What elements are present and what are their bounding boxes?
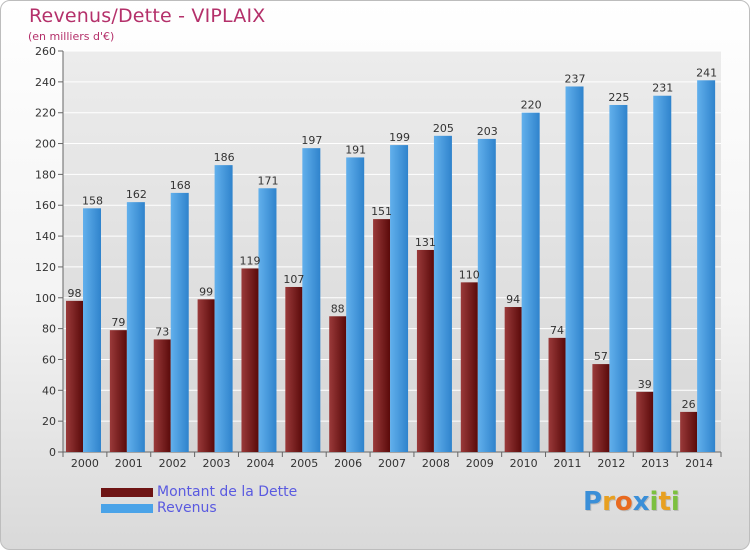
bar-revenus bbox=[170, 192, 189, 452]
data-label-revenus: 162 bbox=[126, 188, 147, 201]
data-label-dette: 88 bbox=[331, 302, 345, 315]
bar-dette bbox=[680, 411, 698, 452]
x-tick-label: 2005 bbox=[290, 457, 318, 470]
x-tick-label: 2009 bbox=[466, 457, 494, 470]
data-label-revenus: 191 bbox=[345, 143, 366, 156]
x-tick-label: 2001 bbox=[115, 457, 143, 470]
bar-dette bbox=[636, 391, 654, 452]
data-label-dette: 74 bbox=[550, 324, 564, 337]
data-label-dette: 79 bbox=[111, 316, 125, 329]
data-label-dette: 99 bbox=[199, 285, 213, 298]
x-tick-label: 2010 bbox=[510, 457, 538, 470]
y-tick-label: 80 bbox=[42, 323, 56, 336]
bar-dette bbox=[548, 337, 566, 452]
bar-revenus bbox=[477, 138, 496, 452]
bar-dette bbox=[592, 364, 610, 452]
bar-dette bbox=[416, 249, 434, 452]
bar-dette bbox=[109, 330, 127, 452]
data-label-revenus: 203 bbox=[477, 125, 498, 138]
bar-dette bbox=[197, 299, 215, 452]
chart-title: Revenus/Dette - VIPLAIX bbox=[29, 5, 266, 27]
data-label-revenus: 171 bbox=[257, 174, 278, 187]
proxiti-logo: Proxiti bbox=[583, 487, 680, 517]
bar-dette bbox=[285, 286, 303, 452]
x-tick-label: 2003 bbox=[203, 457, 231, 470]
bar-dette bbox=[460, 282, 478, 452]
bar-dette bbox=[329, 316, 347, 452]
y-tick-label: 20 bbox=[42, 415, 56, 428]
data-label-revenus: 225 bbox=[608, 91, 629, 104]
bar-dette bbox=[504, 307, 522, 452]
x-tick-label: 2014 bbox=[685, 457, 713, 470]
data-label-dette: 39 bbox=[638, 378, 652, 391]
data-label-revenus: 220 bbox=[521, 99, 542, 112]
data-label-dette: 119 bbox=[239, 254, 260, 267]
bar-revenus bbox=[697, 80, 716, 453]
bar-revenus bbox=[126, 202, 145, 452]
bar-revenus bbox=[390, 145, 409, 453]
data-label-dette: 107 bbox=[283, 273, 304, 286]
y-tick-label: 140 bbox=[35, 230, 56, 243]
y-tick-label: 100 bbox=[35, 292, 56, 305]
x-tick-label: 2007 bbox=[378, 457, 406, 470]
x-tick-label: 2002 bbox=[159, 457, 187, 470]
bar-revenus bbox=[258, 188, 277, 452]
y-tick-label: 240 bbox=[35, 76, 56, 89]
bar-revenus bbox=[214, 165, 233, 452]
data-label-revenus: 168 bbox=[170, 179, 191, 192]
legend-swatch-dette bbox=[101, 488, 153, 497]
y-tick-label: 200 bbox=[35, 138, 56, 151]
data-label-revenus: 197 bbox=[301, 134, 322, 147]
data-label-revenus: 186 bbox=[214, 151, 235, 164]
data-label-dette: 131 bbox=[415, 236, 436, 249]
bar-revenus bbox=[565, 86, 584, 452]
x-tick-label: 2004 bbox=[246, 457, 274, 470]
x-tick-label: 2012 bbox=[597, 457, 625, 470]
data-label-revenus: 241 bbox=[696, 66, 717, 79]
bar-revenus bbox=[653, 95, 672, 452]
bar-revenus bbox=[346, 157, 365, 452]
bar-dette bbox=[66, 300, 83, 452]
bar-revenus bbox=[83, 208, 101, 452]
data-label-dette: 57 bbox=[594, 350, 608, 363]
y-tick-label: 180 bbox=[35, 168, 56, 181]
data-label-dette: 98 bbox=[68, 287, 82, 300]
bar-dette bbox=[241, 268, 259, 452]
y-tick-label: 220 bbox=[35, 107, 56, 120]
x-tick-label: 2011 bbox=[553, 457, 581, 470]
y-tick-label: 0 bbox=[49, 446, 56, 459]
y-tick-label: 160 bbox=[35, 199, 56, 212]
x-tick-label: 2006 bbox=[334, 457, 362, 470]
y-tick-label: 60 bbox=[42, 353, 56, 366]
x-tick-label: 2008 bbox=[422, 457, 450, 470]
y-tick-label: 260 bbox=[35, 45, 56, 58]
data-label-dette: 26 bbox=[682, 398, 696, 411]
y-tick-label: 120 bbox=[35, 261, 56, 274]
legend-label-revenus: Revenus bbox=[157, 500, 217, 516]
data-label-revenus: 231 bbox=[652, 82, 673, 95]
bar-revenus bbox=[609, 104, 628, 452]
data-label-dette: 94 bbox=[506, 293, 520, 306]
data-label-revenus: 158 bbox=[82, 194, 103, 207]
legend-label-dette: Montant de la Dette bbox=[157, 484, 298, 500]
bar-dette bbox=[373, 219, 391, 452]
data-label-dette: 73 bbox=[155, 325, 169, 338]
bar-revenus bbox=[521, 112, 540, 452]
bar-dette bbox=[153, 339, 171, 452]
x-tick-label: 2000 bbox=[71, 457, 99, 470]
data-label-revenus: 205 bbox=[433, 122, 454, 135]
legend-swatch-revenus bbox=[101, 504, 153, 513]
chart-subtitle: (en milliers d'€) bbox=[28, 30, 115, 43]
x-tick-label: 2013 bbox=[641, 457, 669, 470]
bar-revenus bbox=[302, 148, 321, 452]
y-tick-label: 40 bbox=[42, 384, 56, 397]
data-label-dette: 110 bbox=[459, 268, 480, 281]
bar-revenus bbox=[433, 135, 452, 453]
data-label-revenus: 237 bbox=[565, 72, 586, 85]
data-label-dette: 151 bbox=[371, 205, 392, 218]
data-label-revenus: 199 bbox=[389, 131, 410, 144]
